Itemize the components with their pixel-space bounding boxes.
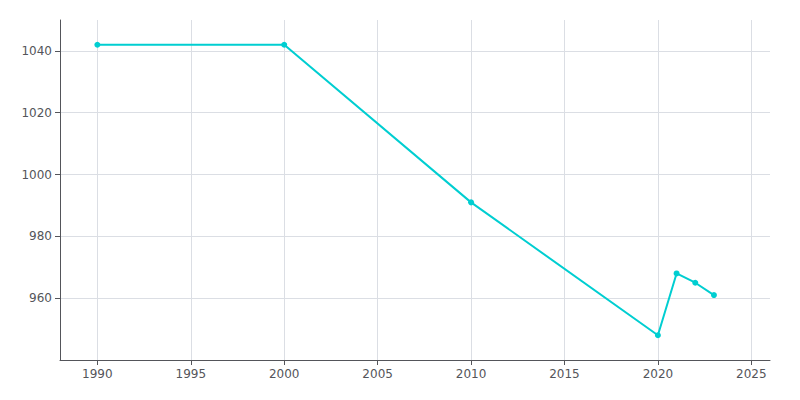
svg-text:960: 960: [29, 291, 52, 305]
svg-text:1990: 1990: [82, 367, 113, 381]
svg-text:1020: 1020: [21, 106, 52, 120]
svg-text:2010: 2010: [456, 367, 487, 381]
svg-text:2025: 2025: [736, 367, 767, 381]
svg-text:2015: 2015: [549, 367, 580, 381]
svg-text:2020: 2020: [643, 367, 674, 381]
svg-text:1000: 1000: [21, 168, 52, 182]
svg-text:1995: 1995: [176, 367, 207, 381]
svg-text:2000: 2000: [269, 367, 300, 381]
svg-text:2005: 2005: [362, 367, 393, 381]
svg-text:980: 980: [29, 229, 52, 243]
svg-text:1040: 1040: [21, 44, 52, 58]
